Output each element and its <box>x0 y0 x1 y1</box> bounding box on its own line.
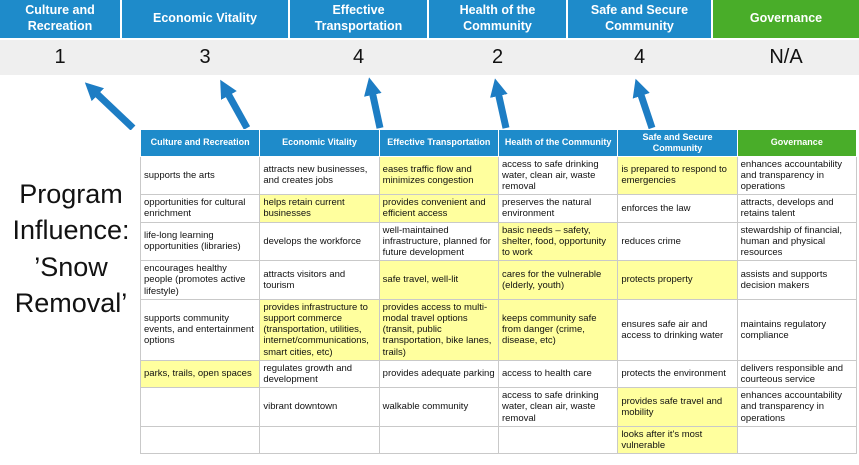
table-cell-r1-c4: enforces the law <box>617 194 738 223</box>
table-cell-r3-c5: assists and supports decision makers <box>736 260 858 300</box>
influence-table: Culture and Recreation Economic Vitality E… <box>139 129 858 455</box>
table-cell-r7-c0 <box>139 425 261 455</box>
table-row-7: looks after it's most vulnerable <box>139 425 858 455</box>
table-cell-r5-c3: access to health care <box>497 359 619 389</box>
score-arrows <box>84 77 656 130</box>
scoreboard-header-4: Safe and Secure Community <box>568 0 711 38</box>
table-cell-r0-c4: is prepared to respond to emergencies <box>617 155 738 196</box>
table-cell-r4-c0: supports community events, and entertain… <box>139 298 261 361</box>
table-header-5: Governance <box>736 129 858 157</box>
table-cell-r7-c3 <box>497 425 619 455</box>
table-cell-r2-c1: develops the workforce <box>259 221 380 262</box>
table-header-row: Culture and Recreation Economic Vitality E… <box>139 129 858 157</box>
table-cell-r3-c0: encourages healthy people (promotes acti… <box>139 260 261 300</box>
table-cell-r6-c0 <box>139 387 261 427</box>
table-cell-r2-c5: stewardship of financial, human and phys… <box>736 221 858 262</box>
table-cell-r1-c0: opportunities for cultural enrichment <box>139 194 261 223</box>
table-cell-r0-c5: enhances accountability and transparency… <box>736 155 858 196</box>
up-arrow-5 <box>632 78 656 130</box>
table-cell-r1-c1: helps retain current businesses <box>259 194 380 223</box>
table-cell-r6-c5: enhances accountability and transparency… <box>736 387 858 427</box>
table-row-1: opportunities for cultural enrichment hel… <box>139 194 858 223</box>
scoreboard-header-0: Culture and Recreation <box>0 0 120 38</box>
table-row-6: vibrant downtown walkable community access… <box>139 387 858 427</box>
scoreboard-header-row: Culture and Recreation Economic Vitality E… <box>0 0 859 38</box>
table-header-3: Health of the Community <box>497 129 619 157</box>
table-cell-r3-c3: cares for the vulnerable (elderly, youth… <box>497 260 619 300</box>
scoreboard-score-5: N/A <box>769 46 803 68</box>
table-row-5: parks, trails, open spaces regulates grow… <box>139 359 858 389</box>
up-arrow-4 <box>490 78 510 129</box>
scoreboard-header-5: Governance <box>713 0 859 38</box>
table-cell-r3-c1: attracts visitors and tourism <box>259 260 380 300</box>
table-row-2: life-long learning opportunities (librar… <box>139 221 858 262</box>
table-cell-r3-c2: safe travel, well-lit <box>378 260 499 300</box>
up-arrow-2 <box>220 79 251 130</box>
table-row-4: supports community events, and entertain… <box>139 298 858 361</box>
page-title: Program Influence: ’Snow Removal’ <box>12 179 130 319</box>
scoreboard-score-0: 1 <box>54 46 66 68</box>
scoreboard-score-3: 2 <box>491 46 504 68</box>
table-cell-r0-c1: attracts new businesses, and creates job… <box>259 155 380 196</box>
up-arrow-3 <box>364 77 384 129</box>
table-cell-r7-c4: looks after it's most vulnerable <box>617 425 738 455</box>
scoreboard-score-1: 3 <box>199 46 211 68</box>
table-cell-r6-c3: access to safe drinking water, clean air… <box>497 387 619 427</box>
table-cell-r1-c3: preserves the natural environment <box>497 194 619 223</box>
scoreboard-header-1: Economic Vitality <box>122 0 288 38</box>
table-cell-r6-c2: walkable community <box>378 387 499 427</box>
table-cell-r4-c1: provides infrastructure to support comme… <box>259 298 380 361</box>
table-row-3: encourages healthy people (promotes acti… <box>139 260 858 300</box>
table-cell-r5-c0: parks, trails, open spaces <box>139 359 261 389</box>
table-cell-r2-c4: reduces crime <box>617 221 738 262</box>
table-cell-r4-c3: keeps community safe from danger (crime,… <box>497 298 619 361</box>
table-cell-r4-c4: ensures safe air and access to drinking … <box>617 298 738 361</box>
table-cell-r2-c2: well-maintained infrastructure, planned … <box>378 221 499 262</box>
scoreboard-header-3: Health of the Community <box>429 0 566 38</box>
table-header-2: Effective Transportation <box>378 129 499 157</box>
table-cell-r5-c4: protects the environment <box>617 359 738 389</box>
table-cell-r5-c2: provides adequate parking <box>378 359 499 389</box>
table-header-1: Economic Vitality <box>259 129 380 157</box>
table-header-0: Culture and Recreation <box>139 129 261 157</box>
table-cell-r2-c3: basic needs – safety, shelter, food, opp… <box>497 221 619 262</box>
table-cell-r1-c5: attracts, develops and retains talent <box>736 194 858 223</box>
table-cell-r0-c2: eases traffic flow and minimizes congest… <box>378 155 499 196</box>
table-row-0: supports the arts attracts new businesses… <box>139 155 858 196</box>
table-cell-r5-c1: regulates growth and development <box>259 359 380 389</box>
table-cell-r7-c2 <box>378 425 499 455</box>
table-cell-r4-c5: maintains regulatory compliance <box>736 298 858 361</box>
scoreboard-score-2: 4 <box>352 46 365 68</box>
table-cell-r7-c5 <box>736 425 858 455</box>
table-cell-r0-c3: access to safe drinking water, clean air… <box>497 155 619 196</box>
table-cell-r3-c4: protects property <box>617 260 738 300</box>
table-cell-r0-c0: supports the arts <box>139 155 261 196</box>
table-cell-r4-c2: provides access to multi-modal travel op… <box>378 298 499 361</box>
scoreboard-score-4: 4 <box>633 46 646 68</box>
table-cell-r2-c0: life-long learning opportunities (librar… <box>139 221 261 262</box>
table-header-4: Safe and Secure Community <box>617 129 738 157</box>
table-cell-r7-c1 <box>259 425 380 455</box>
table-cell-r1-c2: provides convenient and efficient access <box>378 194 499 223</box>
table-cell-r5-c5: delivers responsible and courteous servi… <box>736 359 858 389</box>
scoreboard-header-2: Effective Transportation <box>290 0 427 38</box>
scoreboard-score-row: 1 3 4 2 4 N/A <box>0 40 859 75</box>
table-cell-r6-c1: vibrant downtown <box>259 387 380 427</box>
table-cell-r6-c4: provides safe travel and mobility <box>617 387 738 427</box>
up-arrow-1 <box>84 82 136 130</box>
